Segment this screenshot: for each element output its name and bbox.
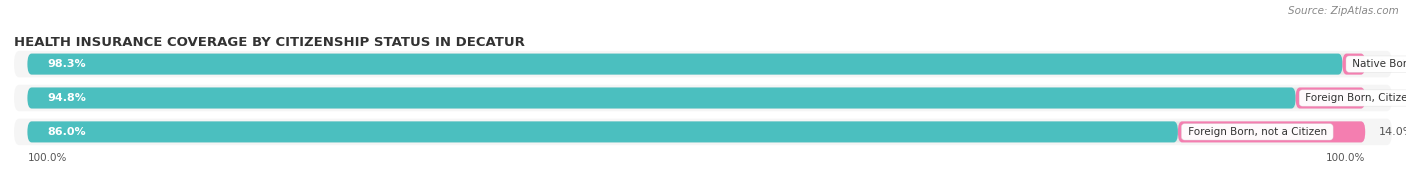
FancyBboxPatch shape xyxy=(1295,87,1365,109)
Text: 94.8%: 94.8% xyxy=(48,93,86,103)
FancyBboxPatch shape xyxy=(1178,121,1365,142)
Text: 100.0%: 100.0% xyxy=(1326,153,1365,163)
FancyBboxPatch shape xyxy=(28,121,1365,142)
Text: Foreign Born, not a Citizen: Foreign Born, not a Citizen xyxy=(1185,127,1330,137)
Text: Source: ZipAtlas.com: Source: ZipAtlas.com xyxy=(1288,6,1399,16)
Text: 14.0%: 14.0% xyxy=(1378,127,1406,137)
FancyBboxPatch shape xyxy=(1343,54,1365,75)
FancyBboxPatch shape xyxy=(14,119,1392,145)
Text: Native Born: Native Born xyxy=(1350,59,1406,69)
FancyBboxPatch shape xyxy=(28,54,1365,75)
FancyBboxPatch shape xyxy=(14,85,1392,111)
Text: 100.0%: 100.0% xyxy=(28,153,67,163)
FancyBboxPatch shape xyxy=(28,54,1343,75)
Text: HEALTH INSURANCE COVERAGE BY CITIZENSHIP STATUS IN DECATUR: HEALTH INSURANCE COVERAGE BY CITIZENSHIP… xyxy=(14,36,524,49)
Text: Foreign Born, Citizen: Foreign Born, Citizen xyxy=(1302,93,1406,103)
FancyBboxPatch shape xyxy=(28,87,1295,109)
FancyBboxPatch shape xyxy=(28,87,1365,109)
FancyBboxPatch shape xyxy=(28,121,1178,142)
Text: 1.7%: 1.7% xyxy=(1378,59,1406,69)
Text: 98.3%: 98.3% xyxy=(48,59,86,69)
Text: 86.0%: 86.0% xyxy=(48,127,86,137)
FancyBboxPatch shape xyxy=(14,51,1392,77)
Text: 5.2%: 5.2% xyxy=(1378,93,1406,103)
